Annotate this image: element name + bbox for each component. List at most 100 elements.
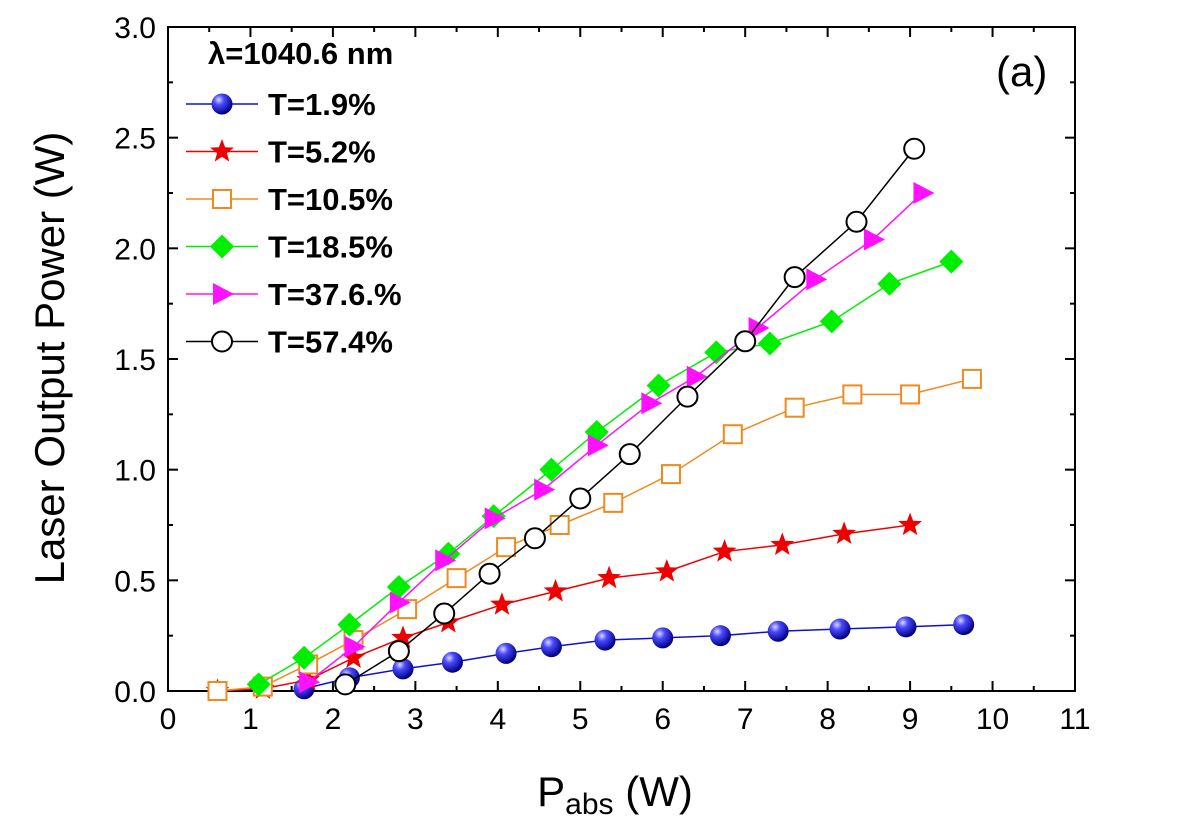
x-axis-title-main: P	[537, 768, 565, 815]
data-point	[389, 591, 411, 614]
legend-label: T=37.6.%	[268, 277, 402, 312]
data-point	[704, 340, 729, 365]
data-point	[770, 532, 795, 555]
data-point	[900, 384, 921, 405]
data-point	[386, 574, 411, 599]
data-point	[391, 625, 415, 648]
data-point	[441, 651, 463, 673]
data-point	[433, 602, 456, 625]
x-tick-label: 0	[160, 703, 177, 736]
y-tick-label: 0.5	[114, 565, 156, 598]
y-tick-label: 2.0	[114, 233, 156, 266]
y-tick-label: 1.0	[114, 455, 156, 488]
data-point	[961, 368, 982, 389]
data-point	[832, 521, 856, 544]
data-point	[496, 537, 517, 558]
data-point	[953, 614, 975, 636]
legend-title: λ=1040.6 nm	[208, 36, 393, 71]
data-point	[549, 515, 570, 535]
y-tick-label: 1.5	[114, 344, 156, 377]
y-tick-label: 0.0	[114, 676, 156, 709]
data-point	[646, 373, 671, 398]
legend-marker	[213, 283, 234, 305]
data-point	[877, 271, 902, 296]
data-point	[845, 210, 868, 233]
data-point	[594, 629, 616, 651]
y-tick-label: 2.5	[114, 123, 156, 156]
data-point	[806, 268, 828, 291]
legend-marker	[210, 139, 234, 162]
legend-entry: T=5.2%	[186, 135, 376, 170]
data-point	[939, 249, 964, 274]
series-4	[299, 182, 935, 694]
legend: λ=1040.6 nm T=1.9% T=5.2% T=10.5% T=18.5% T=3…	[186, 36, 402, 360]
data-point	[540, 636, 562, 658]
data-point	[903, 137, 926, 160]
data-point	[569, 487, 592, 510]
legend-entry: T=10.5%	[186, 182, 393, 217]
x-tick-label: 11	[1059, 703, 1090, 736]
legend-entry: T=57.4%	[186, 325, 393, 360]
data-point	[748, 317, 770, 340]
x-tick-label: 4	[489, 703, 506, 736]
data-point	[709, 625, 731, 647]
x-tick-label: 10	[976, 703, 1009, 736]
data-point	[686, 365, 708, 388]
x-axis-title-subscript: abs	[565, 788, 613, 821]
series-line	[258, 260, 952, 686]
series-5	[334, 137, 926, 696]
data-point	[587, 434, 609, 457]
x-axis-title: Pabs (W)	[537, 768, 693, 821]
y-tick-label: 3.0	[114, 12, 156, 45]
x-tick-label: 9	[902, 703, 919, 736]
data-point	[783, 266, 806, 289]
data-point	[757, 331, 782, 356]
x-tick-label: 2	[325, 703, 342, 736]
x-tick-label: 5	[572, 703, 589, 736]
data-point	[534, 478, 556, 501]
data-point	[392, 658, 414, 680]
data-point	[641, 392, 663, 415]
legend-entry: T=37.6.%	[186, 277, 402, 312]
panel-label: (a)	[996, 48, 1047, 95]
data-point	[484, 507, 506, 530]
plot-area	[205, 137, 982, 702]
legend-entry: T=1.9%	[186, 87, 376, 122]
data-point	[767, 620, 789, 642]
data-point	[895, 616, 917, 638]
data-point	[539, 457, 564, 482]
data-point	[490, 592, 514, 615]
x-axis-title-unit: (W)	[614, 768, 693, 815]
data-point	[660, 464, 681, 485]
legend-label: T=1.9%	[268, 87, 376, 122]
data-point	[863, 228, 885, 251]
x-tick-label: 3	[407, 703, 424, 736]
x-tick-label: 8	[819, 703, 836, 736]
series-line	[344, 148, 915, 685]
data-point	[829, 618, 851, 640]
legend-label: T=18.5%	[268, 230, 393, 265]
legend-label: T=57.4%	[268, 325, 393, 360]
data-point	[618, 443, 641, 466]
data-point	[655, 559, 679, 582]
data-point	[478, 562, 501, 585]
legend-marker	[210, 234, 234, 259]
data-point	[652, 627, 674, 649]
data-point	[446, 568, 467, 589]
data-point	[913, 182, 935, 204]
legend-marker	[211, 330, 233, 353]
data-point	[292, 645, 317, 670]
data-point	[334, 673, 357, 696]
data-point	[344, 635, 366, 658]
data-point	[784, 397, 805, 418]
data-point	[676, 385, 699, 408]
data-point	[337, 612, 362, 637]
data-point	[495, 642, 517, 664]
data-point	[299, 671, 321, 694]
series-3	[246, 249, 964, 697]
data-point	[207, 681, 228, 701]
data-point	[246, 672, 271, 697]
legend-marker	[212, 189, 232, 209]
data-point	[842, 384, 863, 405]
